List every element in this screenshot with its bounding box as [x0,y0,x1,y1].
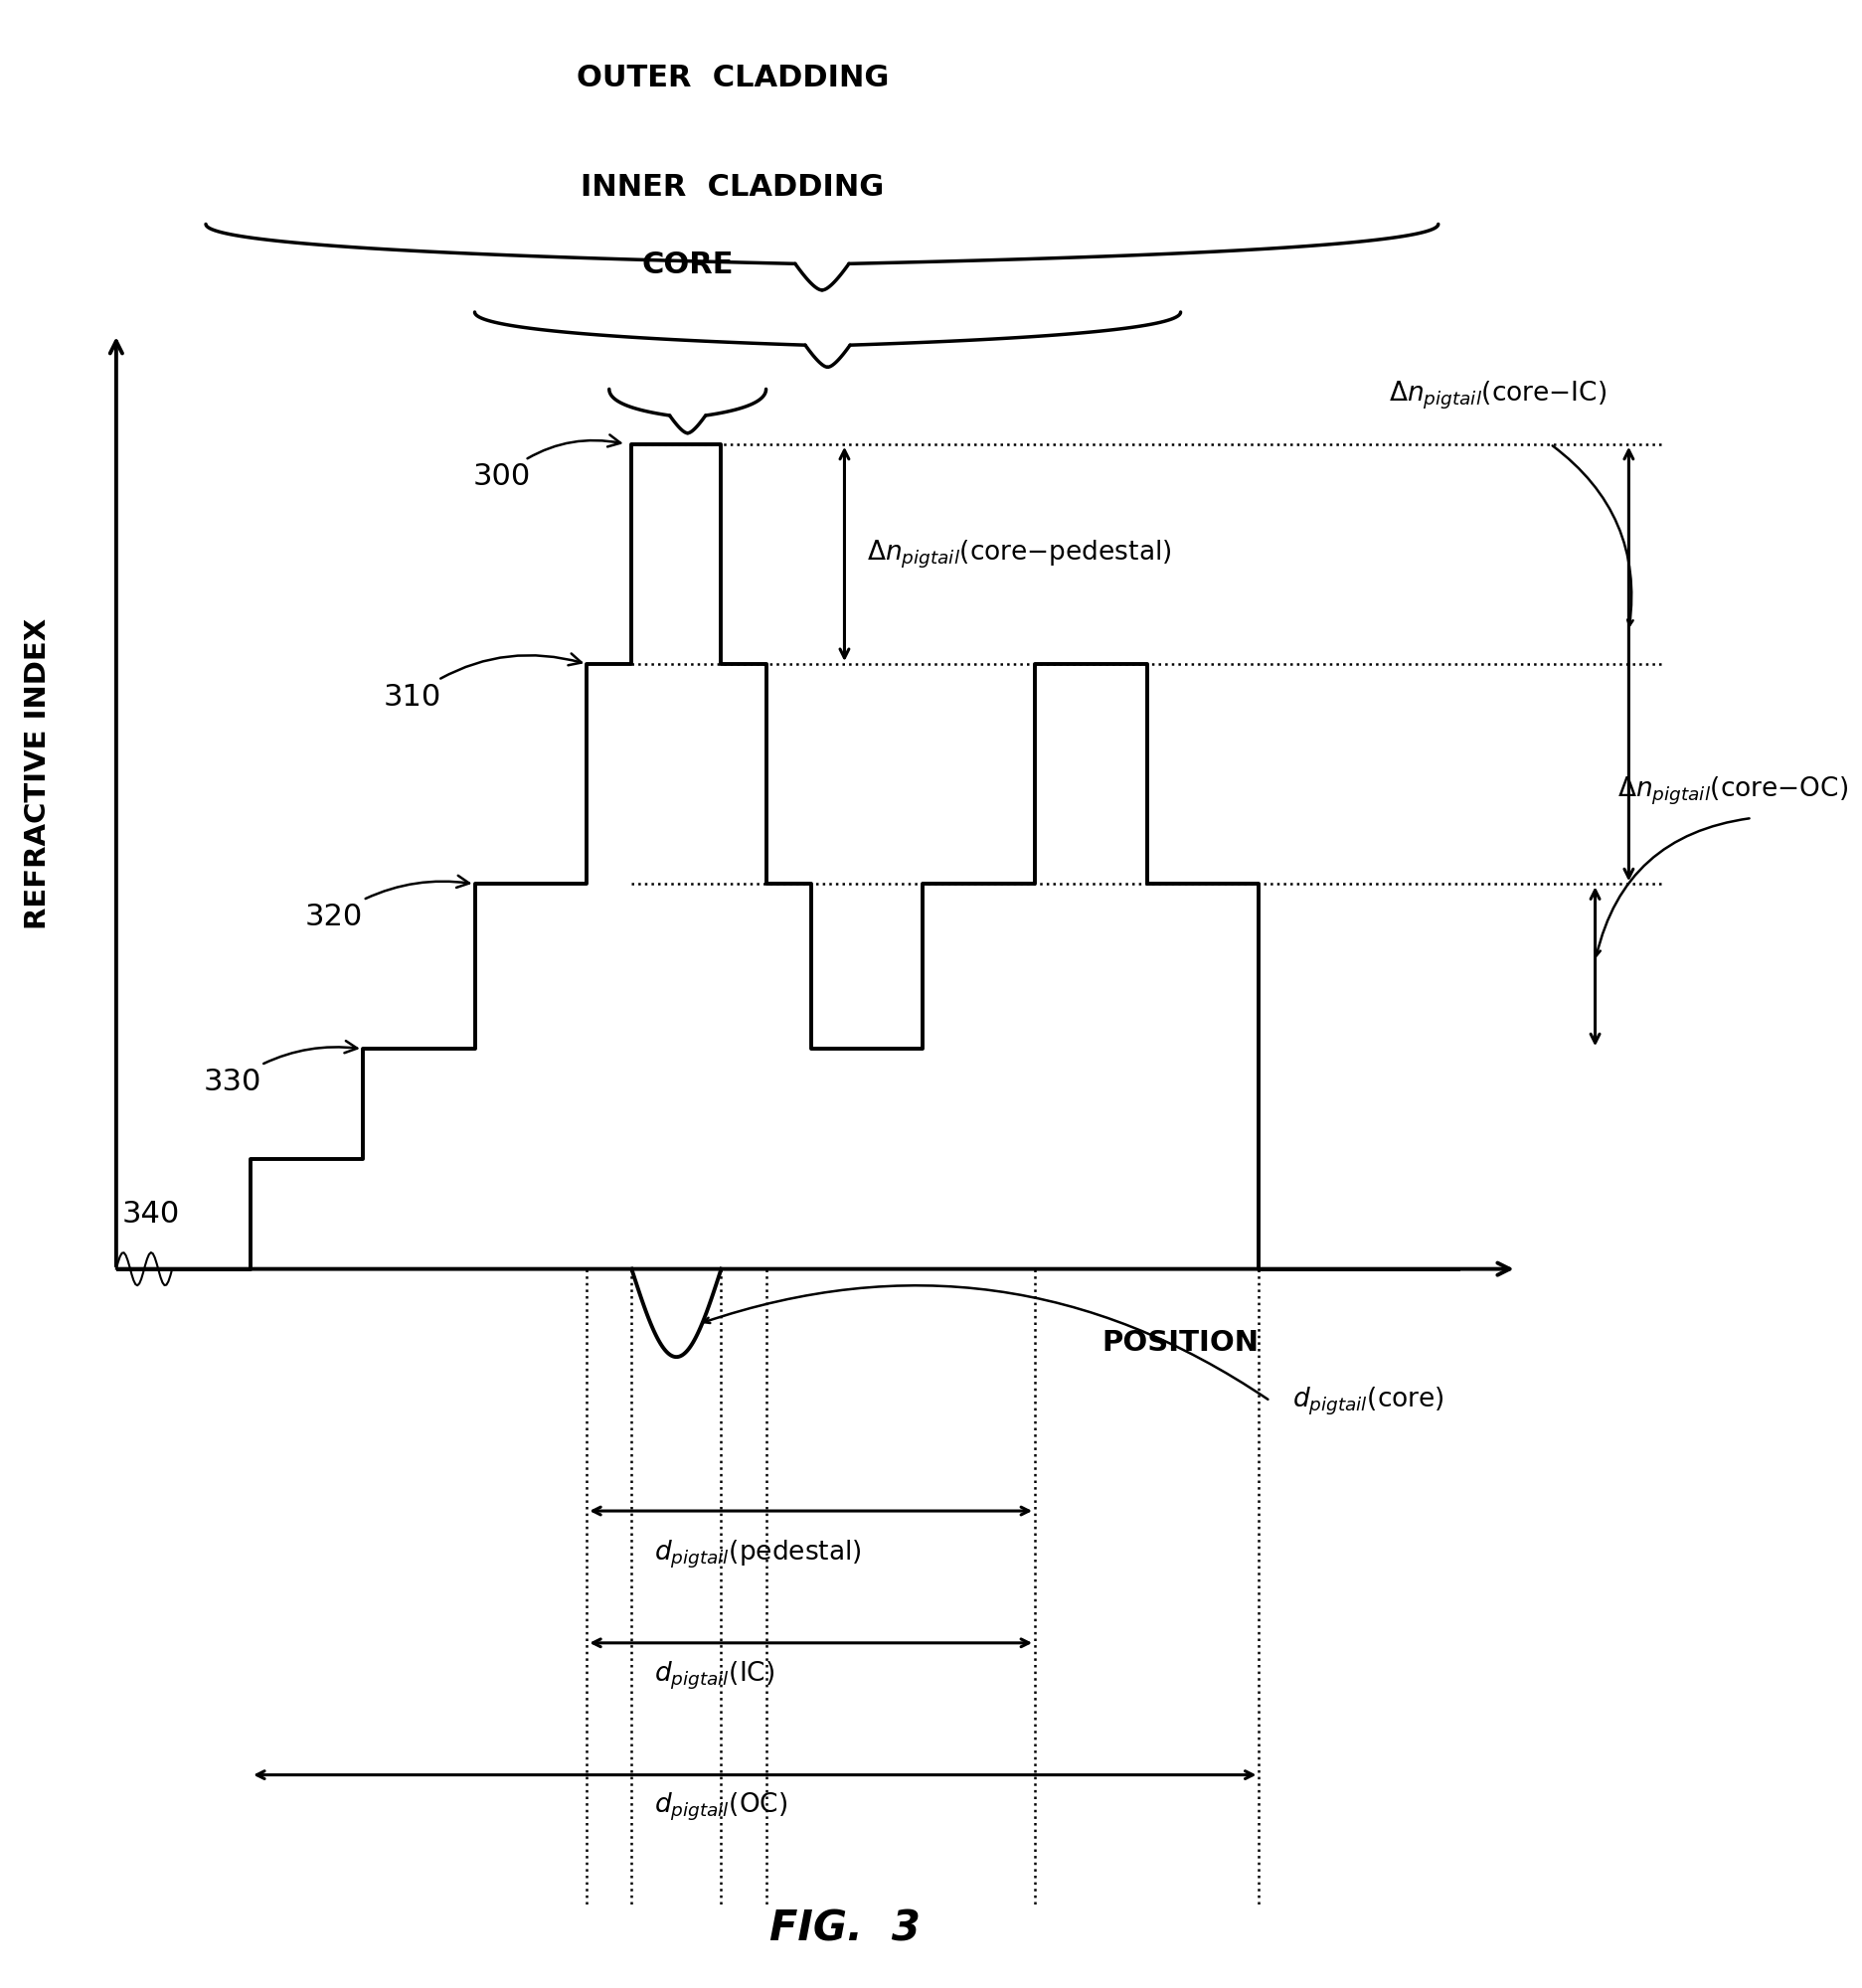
Text: $\Delta n_{pigtail}$(core$-$pedestal): $\Delta n_{pigtail}$(core$-$pedestal) [868,539,1171,571]
Text: $\Delta n_{pigtail}$(core$-$IC): $\Delta n_{pigtail}$(core$-$IC) [1389,380,1607,412]
Text: REFRACTIVE INDEX: REFRACTIVE INDEX [24,618,52,930]
Text: 320: 320 [305,875,469,932]
Text: OUTER  CLADDING: OUTER CLADDING [575,64,888,91]
Text: 300: 300 [473,435,620,491]
Text: $d_{pigtail}$(OC): $d_{pigtail}$(OC) [654,1791,788,1823]
Text: FIG.  3: FIG. 3 [769,1908,920,1950]
Text: 310: 310 [384,654,581,712]
Text: INNER  CLADDING: INNER CLADDING [581,173,884,203]
Text: $d_{pigtail}$(IC): $d_{pigtail}$(IC) [654,1660,775,1692]
Text: $d_{pigtail}$(core): $d_{pigtail}$(core) [1292,1386,1445,1417]
Text: CORE: CORE [642,250,734,278]
Text: $d_{pigtail}$(pedestal): $d_{pigtail}$(pedestal) [654,1539,862,1571]
Text: 330: 330 [203,1042,358,1097]
Text: $\Delta n_{pigtail}$(core$-$OC): $\Delta n_{pigtail}$(core$-$OC) [1618,775,1849,807]
Text: POSITION: POSITION [1102,1330,1259,1358]
Text: 340: 340 [121,1199,181,1229]
